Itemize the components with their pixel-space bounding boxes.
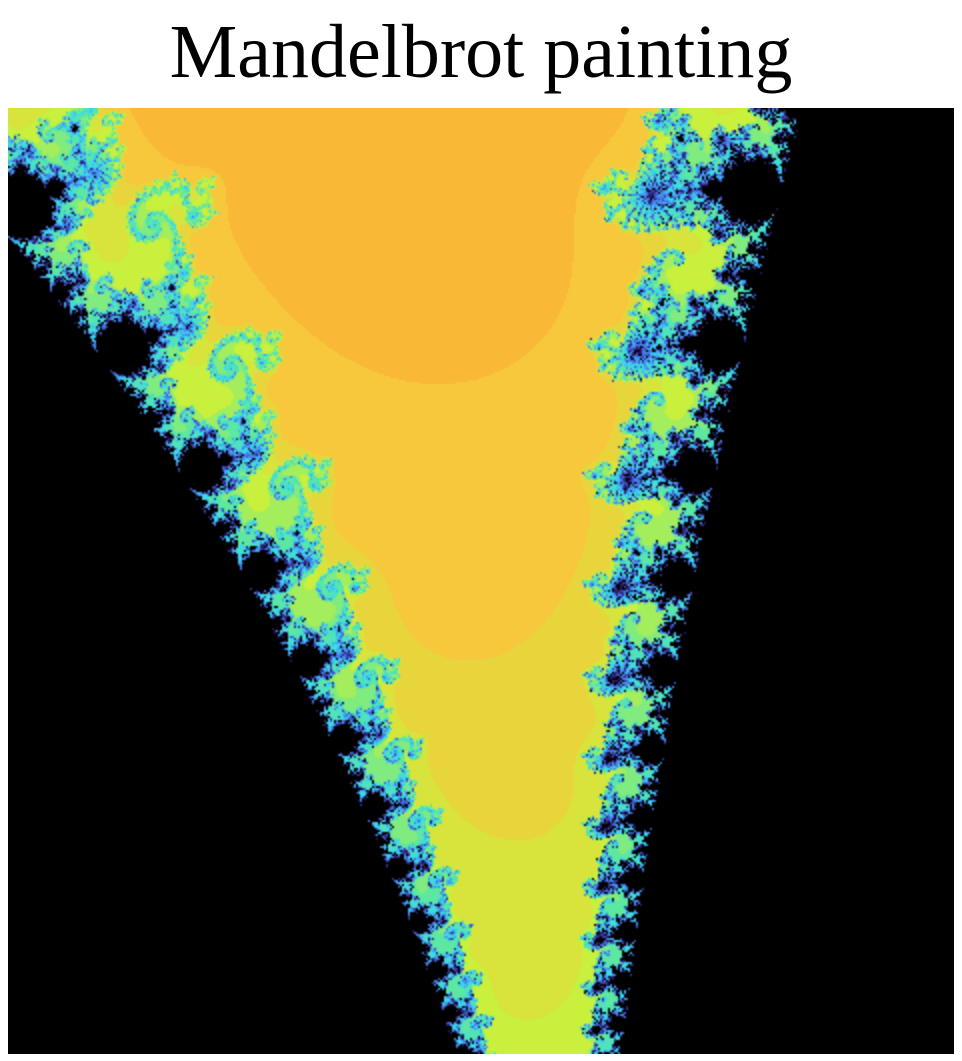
mandelbrot-fractal-image <box>8 108 954 1054</box>
fractal-image-frame <box>8 108 954 1054</box>
figure-title: Mandelbrot painting <box>169 10 793 94</box>
